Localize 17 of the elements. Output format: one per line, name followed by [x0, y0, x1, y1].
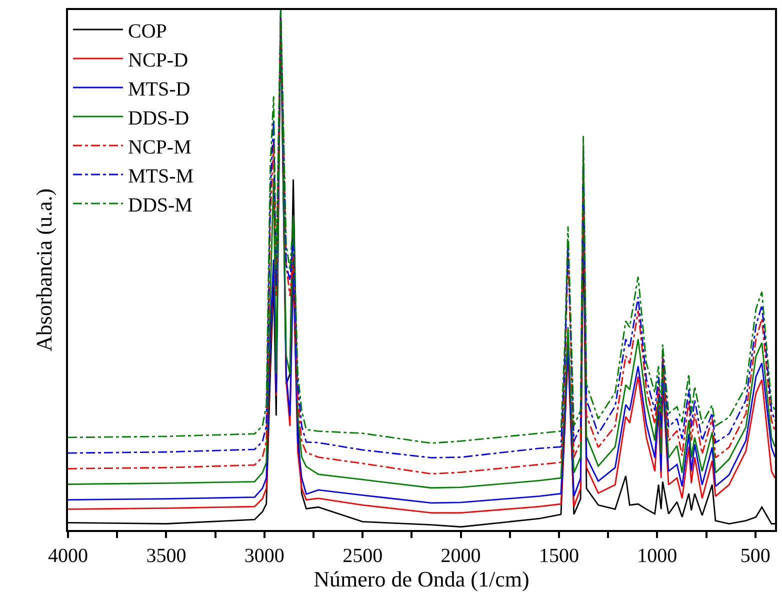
legend-label: NCP-D: [128, 49, 188, 72]
legend-label: MTS-M: [128, 165, 194, 188]
x-tick-label: 1500: [538, 544, 579, 567]
y-axis-title: Absorbancia (u.a.): [32, 188, 57, 352]
x-tick-label: 2000: [440, 544, 481, 567]
x-tick-label: 4000: [48, 544, 88, 567]
x-tick-label: 2500: [342, 544, 383, 567]
legend-label: DDS-D: [128, 107, 190, 130]
x-tick-label: 1000: [637, 544, 678, 567]
legend-label: MTS-D: [128, 78, 190, 100]
x-axis-title: Número de Onda (1/cm): [314, 566, 530, 592]
legend-label: COP: [128, 20, 167, 42]
legend-label: NCP-M: [128, 136, 192, 158]
x-tick-label: 3500: [146, 544, 186, 567]
legend-label: DDS-M: [128, 194, 193, 216]
x-tick-label: 3000: [244, 544, 284, 567]
x-tick-label: 500: [740, 544, 770, 567]
